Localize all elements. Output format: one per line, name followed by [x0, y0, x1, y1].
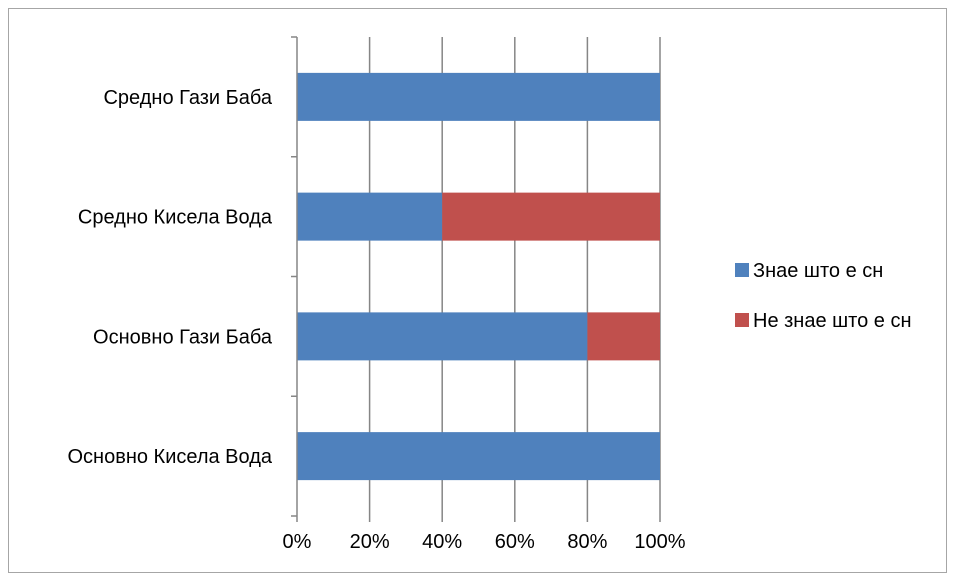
x-tick-label: 60%	[495, 531, 535, 553]
x-tick-label: 100%	[634, 531, 685, 553]
category-label: Средно Кисела Вода	[78, 207, 273, 229]
legend-label: Не знае што е сн	[753, 310, 912, 332]
bar-segment-series-1	[297, 72, 660, 121]
legend-swatch	[735, 313, 749, 327]
x-tick-label: 80%	[567, 531, 607, 553]
bar-segment-series-1	[297, 312, 588, 361]
bar-segment-series-2	[587, 312, 660, 361]
x-tick-label: 40%	[422, 531, 462, 553]
x-tick-label: 20%	[350, 531, 390, 553]
category-label: Основно Гази Баба	[93, 326, 273, 348]
x-tick-label: 0%	[283, 531, 312, 553]
category-label: Средно Гази Баба	[103, 87, 272, 109]
bar-segment-series-1	[297, 432, 660, 481]
bars	[297, 72, 660, 481]
category-label: Основно Кисела Вода	[67, 446, 272, 468]
axis-labels: 0% 20% 40% 60% 80% 100% Основно Кисела Вода Осн…	[67, 87, 685, 553]
legend-label: Знае што е сн	[753, 260, 883, 282]
bar-segment-series-2	[442, 192, 660, 241]
bar-segment-series-1	[297, 192, 443, 241]
legend: Знае што е сн Не знае што е сн	[735, 260, 912, 332]
axes	[291, 36, 661, 522]
legend-swatch	[735, 263, 749, 277]
